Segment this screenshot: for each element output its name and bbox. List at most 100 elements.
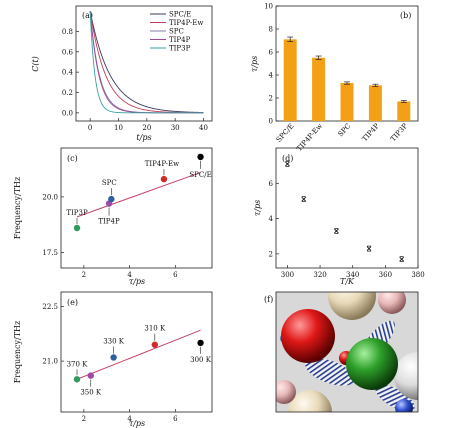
x-tick-label: 6: [173, 271, 178, 279]
panel-e-frame: [60, 291, 213, 413]
panel-f-label: (f): [264, 295, 273, 304]
panel-e-label: (e): [67, 298, 78, 307]
panel-d-points: [285, 161, 404, 263]
data-point-cross: [334, 228, 339, 234]
panel-b-label: (b): [400, 11, 411, 20]
panel-a-label: (a): [82, 11, 93, 20]
y-tick-label: 10: [264, 3, 273, 11]
y-tick-label: 0.8: [62, 28, 73, 36]
y-tick-label: 20.0: [42, 193, 58, 201]
panel-a: (a) 0 10 20 30 40 0.0 0.2 0.4 0.6 0.8 SPC/ETIP4P-…: [31, 5, 213, 142]
striped-molecule: [305, 358, 355, 386]
y-tick-label: 17.5: [42, 249, 58, 257]
point-label: TIP3P: [66, 209, 88, 217]
point-label: 330 K: [103, 337, 125, 345]
legend-label: TIP4P-Ew: [169, 19, 203, 27]
data-point-cross: [285, 161, 290, 167]
y-tick-label: 22.5: [42, 303, 58, 311]
y-tick-label: 2: [269, 250, 273, 258]
x-tick-label: 10: [114, 124, 123, 132]
x-tick-label: 320: [313, 271, 326, 279]
panel-d-frame: [275, 147, 419, 269]
sphere-red: [281, 309, 335, 363]
x-tick-label: 2: [82, 415, 86, 423]
point-TIP3P: [73, 224, 81, 232]
point-350K: [87, 372, 94, 379]
data-point-cross: [399, 256, 404, 262]
category-label: TIP4P: [361, 122, 381, 143]
molecule-scene: [276, 292, 418, 412]
panel-b-bars: [283, 36, 411, 121]
y-tick-label: 0.4: [62, 69, 74, 77]
point-TIP4P-Ew: [160, 175, 168, 183]
point-SPC/E: [197, 153, 204, 161]
point-label: SPC: [102, 179, 117, 187]
panel-f-frame: [275, 291, 419, 413]
data-point-cross: [301, 196, 307, 202]
point-330K: [110, 354, 117, 361]
y-tick-label: 0.2: [62, 89, 73, 97]
y-tick-label: 4: [269, 72, 274, 80]
legend-label: TIP3P: [169, 45, 191, 53]
panel-e-points: 370 K 350 K 330 K 310 K 300 K: [67, 325, 212, 397]
sphere-green: [346, 338, 398, 390]
point-label: TIP4P: [98, 218, 120, 226]
sphere-pink: [378, 292, 406, 314]
x-tick-label: 6: [173, 415, 178, 423]
panel-c-points: TIP3P TIP4P SPC TIP4P-Ew SPC/E: [66, 153, 212, 232]
bar-SPC: [340, 83, 354, 121]
panel-c-label: (c): [67, 154, 78, 163]
panel-d-xlabel: T/K: [340, 277, 355, 286]
point-label: TIP4P-Ew: [145, 160, 179, 168]
point-310K: [151, 341, 159, 348]
panel-c-xlabel: τ/ps: [129, 277, 145, 286]
fit-line: [76, 329, 201, 380]
x-tick-label: 340: [346, 271, 359, 279]
y-tick-label: 8: [269, 26, 273, 34]
x-tick-label: 20: [142, 124, 151, 132]
x-tick-label: 4: [127, 415, 132, 423]
panel-c-frame: [60, 147, 213, 269]
legend-label: SPC: [169, 28, 184, 36]
point-label: SPC/E: [189, 171, 211, 179]
point-label: 310 K: [144, 325, 166, 333]
series-line-TIP3P: [89, 11, 204, 114]
category-label: SPC/E: [275, 122, 296, 144]
bar-TIP4P: [368, 85, 382, 121]
panel-a-frame: [75, 5, 213, 122]
y-tick-label: 21.0: [42, 358, 58, 366]
legend-label: TIP4P: [169, 36, 191, 44]
data-point-cross: [366, 246, 372, 251]
y-tick-label: 0.6: [62, 48, 74, 56]
panel-e: (e) 370 K 350 K 330 K 310 K 300 K 2 4 6 21.0 22.…: [13, 291, 213, 428]
panel-e-ylabel: Frequency/THz: [13, 321, 22, 384]
y-tick-label: 6: [269, 49, 274, 57]
series-line-SPC/E: [89, 11, 204, 113]
category-label: SPC: [337, 122, 353, 138]
sphere-beige: [328, 292, 376, 320]
panel-c-ylabel: Frequency/THz: [13, 177, 22, 240]
y-tick-label: 2: [269, 95, 273, 103]
point-SPC: [108, 195, 115, 203]
bar-TIP4P-Ew: [312, 57, 326, 121]
x-tick-label: 40: [199, 124, 208, 132]
x-tick-label: 4: [127, 271, 132, 279]
panel-d-label: (d): [282, 154, 293, 163]
x-tick-label: 30: [171, 124, 180, 132]
panel-a-ylabel: C(t): [31, 56, 40, 72]
bar-TIP3P: [397, 101, 411, 121]
bar-SPC/E: [283, 39, 297, 121]
y-tick-label: 0.0: [62, 109, 73, 117]
y-tick-label: 6: [269, 180, 274, 188]
point-label: 300 K: [190, 356, 212, 364]
panel-a-xlabel: t/ps: [136, 133, 151, 142]
panel-e-ticks: 2 4 6 21.0 22.5: [42, 303, 178, 423]
point-label: 350 K: [80, 389, 102, 397]
x-tick-label: 300: [281, 271, 294, 279]
x-tick-label: 360: [379, 271, 392, 279]
panel-a-ticks: 0 10 20 30 40 0.0 0.2 0.4 0.6 0.8: [62, 28, 208, 132]
y-tick-label: 4: [269, 215, 274, 223]
